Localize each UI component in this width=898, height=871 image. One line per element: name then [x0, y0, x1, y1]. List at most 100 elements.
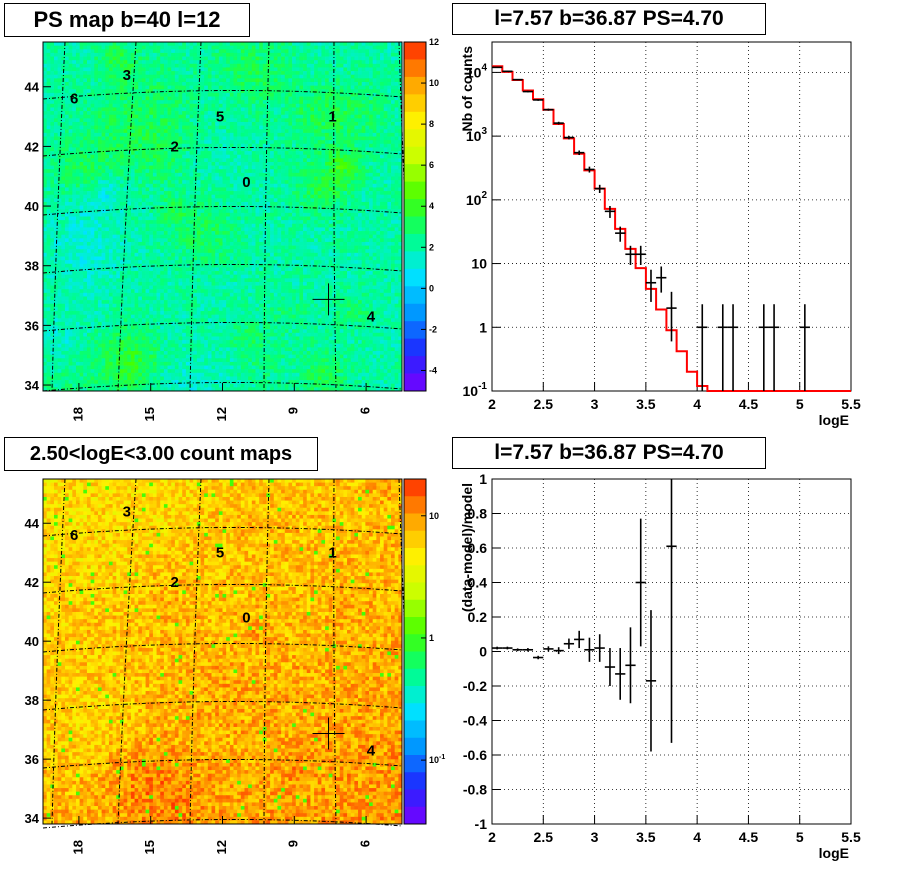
y-tick-label: 10 [471, 256, 487, 272]
colorbar-segment [404, 789, 426, 808]
colorbar-tick-label: 2 [429, 242, 434, 252]
ps-map-parallel [42, 89, 403, 100]
y-tick-label: 40 [25, 199, 39, 214]
colorbar-segment [404, 617, 426, 635]
colorbar-tick-label: 10 [429, 511, 439, 521]
residual-point [584, 637, 595, 662]
count-map-meridian [117, 478, 137, 825]
colorbar-segment [404, 199, 426, 217]
y-tick-label: 44 [25, 516, 40, 531]
residual-title: l=7.57 b=36.87 PS=4.70 [452, 437, 766, 469]
colorbar-segment [404, 164, 426, 182]
colorbar-segment [404, 668, 426, 687]
data-point [666, 291, 677, 342]
residual-panel: 2 2.5 3 3.5 4 4.5 5 5.5 -1 -0.8 -0.6 -0.4 -0.2 0 0.2 0.… [459, 471, 861, 861]
colorbar-segment [404, 548, 426, 566]
data-point [604, 206, 616, 218]
ps-map-parallel [42, 146, 403, 157]
x-tick-label: 3 [591, 829, 599, 845]
colorbar-segment [404, 303, 426, 322]
ps-map-meridian [263, 41, 270, 392]
colorbar-segment [404, 59, 426, 78]
data-point [758, 304, 769, 391]
residual-point [543, 646, 554, 652]
source-label: 1 [328, 545, 336, 562]
colorbar-segment [404, 755, 426, 773]
source-label: 1 [328, 109, 336, 126]
x-axis-label: logE [819, 412, 849, 428]
data-point [543, 108, 554, 111]
data-point [522, 90, 534, 93]
ps-map-coord-grid [42, 41, 415, 392]
x-tick-label: 5.5 [841, 829, 861, 845]
y-axis-label: (data-model)/model [459, 483, 475, 612]
y-tick-label: 0.4 [468, 575, 488, 591]
source-label: 2 [170, 138, 178, 155]
data-point [584, 166, 595, 173]
x-tick-label: 5.5 [841, 396, 861, 412]
source-label: 4 [367, 742, 376, 759]
count-map-parallel [42, 642, 403, 653]
data-point [717, 304, 728, 391]
source-label: 3 [123, 503, 131, 520]
x-tick-label: 5 [796, 396, 804, 412]
spectrum-title: l=7.57 b=36.87 PS=4.70 [452, 3, 766, 35]
y-tick-label: -1 [475, 816, 488, 832]
residual-point [563, 638, 575, 649]
colorbar-segment [404, 181, 426, 200]
colorbar-tick-label: 6 [429, 160, 434, 170]
data-point [594, 184, 605, 194]
y-tick-label: -0.6 [463, 747, 487, 763]
ps-map-meridian [189, 41, 202, 392]
residual-point [522, 648, 534, 652]
residual-point [625, 627, 636, 704]
ps-map-meridian [51, 41, 66, 392]
ps-map-parallel [42, 205, 403, 216]
y-tick-label: 0 [479, 644, 487, 660]
count-map-colorbar: 10 1 10-1 [403, 478, 445, 825]
y-tick-label: 38 [25, 259, 39, 274]
x-tick-label: 6 [358, 840, 373, 847]
colorbar-segment [404, 216, 426, 235]
x-tick-label: 2.5 [534, 829, 554, 845]
y-tick-label: 40 [25, 634, 39, 649]
colorbar-segment [404, 251, 426, 270]
y-tick-label: 42 [25, 575, 39, 590]
ps-map-parallel [42, 321, 403, 332]
source-label: 6 [70, 91, 78, 108]
ps-map-title: PS map b=40 l=12 [4, 3, 250, 37]
colorbar-tick-label: 1 [429, 633, 434, 643]
data-point [615, 226, 626, 242]
x-axis-label: logE [819, 845, 849, 861]
y-tick-label: 0.6 [468, 540, 488, 556]
colorbar-tick-label: 8 [429, 119, 434, 129]
x-tick-label: 9 [286, 840, 301, 847]
ps-map-meridian [117, 41, 137, 392]
colorbar-segment [404, 565, 426, 583]
x-tick-label: 18 [70, 407, 85, 421]
source-label: 2 [170, 574, 178, 591]
source-label: 5 [216, 109, 224, 126]
colorbar-segment [404, 94, 426, 113]
y-tick-label: -0.4 [463, 713, 487, 729]
colorbar-segment [404, 356, 426, 374]
count-map-meridian [189, 478, 202, 825]
colorbar-segment [404, 686, 426, 704]
y-axis-label: Nb of counts [459, 46, 475, 132]
y-tick-label: 36 [25, 318, 39, 333]
x-tick-label: 6 [358, 407, 373, 414]
count-map-parallel [42, 583, 403, 594]
x-tick-label: 2 [488, 396, 496, 412]
y-tick-label: 0.8 [468, 506, 488, 522]
colorbar-segment [404, 129, 426, 148]
source-label: 3 [123, 67, 131, 84]
residual-point [492, 646, 503, 650]
count-map-parallel [42, 700, 403, 711]
data-point [625, 245, 636, 265]
data-point [635, 245, 646, 265]
data-point [768, 304, 780, 391]
x-tick-label: 12 [214, 840, 229, 854]
